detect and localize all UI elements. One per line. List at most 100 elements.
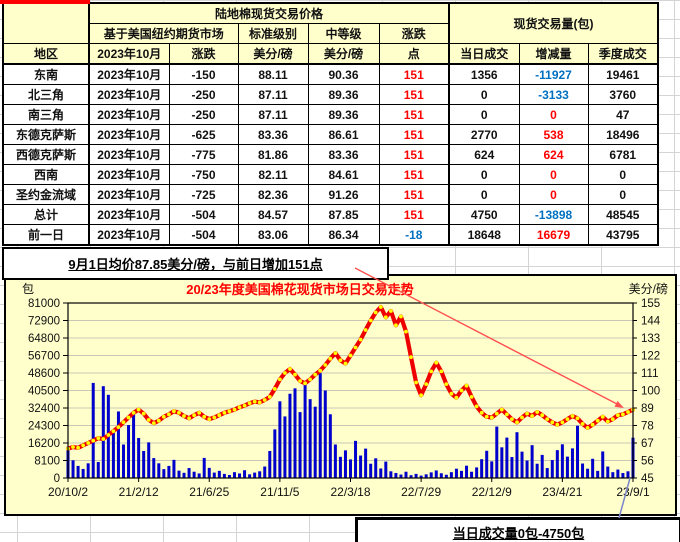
cell-middling-price[interactable]: 83.36 xyxy=(307,144,380,165)
cell-month[interactable]: 2023年10月 xyxy=(88,164,170,185)
cell-volume-change[interactable]: 0 xyxy=(518,104,589,125)
cell-change[interactable]: -504 xyxy=(168,204,239,225)
cell-daily-volume[interactable]: 18648 xyxy=(448,224,520,246)
volume-group-header-cell[interactable]: 现货交易量(包) xyxy=(448,2,659,44)
cell-points[interactable]: -18 xyxy=(378,224,450,246)
cell-region[interactable]: 总计 xyxy=(2,204,90,225)
cell-standard-price[interactable]: 87.11 xyxy=(237,84,309,105)
cell-season-volume[interactable]: 43795 xyxy=(587,224,659,246)
cell-points[interactable]: 151 xyxy=(378,164,450,185)
cell-month[interactable]: 2023年10月 xyxy=(88,104,170,125)
cell-volume-change[interactable]: -11927 xyxy=(518,63,589,85)
cell-points[interactable]: 151 xyxy=(378,204,450,225)
cell-points[interactable]: 151 xyxy=(378,124,450,145)
cell-daily-volume[interactable]: 0 xyxy=(448,84,520,105)
futures-group-header-cell[interactable]: 基于美国纽约期货市场 xyxy=(88,23,239,44)
standard-unit-header-cell[interactable]: 美分/磅 xyxy=(237,43,309,65)
middling-grade-header-cell[interactable]: 中等级 xyxy=(307,23,380,44)
cell-daily-volume[interactable]: 0 xyxy=(448,164,520,185)
cell-month[interactable]: 2023年10月 xyxy=(88,184,170,205)
daily-volume-header-cell[interactable]: 当日成交 xyxy=(448,43,520,65)
cell-month[interactable]: 2023年10月 xyxy=(88,84,170,105)
standard-grade-header-cell[interactable]: 标准级别 xyxy=(237,23,309,44)
daily-volume-note[interactable]: 当日成交量0包-4750包 xyxy=(355,517,680,542)
corner-cell[interactable] xyxy=(2,2,90,44)
month-header-cell[interactable]: 2023年10月 xyxy=(88,43,170,65)
cell-middling-price[interactable]: 89.36 xyxy=(307,84,380,105)
average-price-note[interactable]: 9月1日均价87.85美分/磅，与前日增加151点 xyxy=(2,247,389,280)
cell-region[interactable]: 圣约金流域 xyxy=(2,184,90,205)
middling-unit-header-cell[interactable]: 美分/磅 xyxy=(307,43,380,65)
cell-season-volume[interactable]: 3760 xyxy=(587,84,659,105)
cell-middling-price[interactable]: 86.34 xyxy=(307,224,380,246)
cell-change[interactable]: -775 xyxy=(168,144,239,165)
cell-daily-volume[interactable]: 0 xyxy=(448,184,520,205)
cell-change[interactable]: -504 xyxy=(168,224,239,246)
points-header-cell[interactable]: 点 xyxy=(378,43,450,65)
cell-region[interactable]: 北三角 xyxy=(2,84,90,105)
cell-standard-price[interactable]: 82.11 xyxy=(237,164,309,185)
cell-month[interactable]: 2023年10月 xyxy=(88,224,170,246)
region-header-cell[interactable]: 地区 xyxy=(2,43,90,65)
cell-standard-price[interactable]: 88.11 xyxy=(237,63,309,85)
cell-standard-price[interactable]: 84.57 xyxy=(237,204,309,225)
cell-middling-price[interactable]: 87.85 xyxy=(307,204,380,225)
cell-standard-price[interactable]: 87.11 xyxy=(237,104,309,125)
cell-points[interactable]: 151 xyxy=(378,144,450,165)
cell-region[interactable]: 南三角 xyxy=(2,104,90,125)
cell-change[interactable]: -725 xyxy=(168,184,239,205)
cell-standard-price[interactable]: 83.36 xyxy=(237,124,309,145)
cell-region[interactable]: 东南 xyxy=(2,63,90,85)
cell-volume-change[interactable]: -13898 xyxy=(518,204,589,225)
cell-middling-price[interactable]: 84.61 xyxy=(307,164,380,185)
cell-middling-price[interactable]: 90.36 xyxy=(307,63,380,85)
cell-region[interactable]: 东德克萨斯 xyxy=(2,124,90,145)
volume-change-header-cell[interactable]: 增减量 xyxy=(518,43,589,65)
cell-volume-change[interactable]: 624 xyxy=(518,144,589,165)
cell-middling-price[interactable]: 89.36 xyxy=(307,104,380,125)
cell-season-volume[interactable]: 0 xyxy=(587,164,659,185)
cell-volume-change[interactable]: 0 xyxy=(518,184,589,205)
cell-change[interactable]: -750 xyxy=(168,164,239,185)
cell-points[interactable]: 151 xyxy=(378,104,450,125)
cell-points[interactable]: 151 xyxy=(378,184,450,205)
change-header-cell[interactable]: 涨跌 xyxy=(378,23,450,44)
cell-month[interactable]: 2023年10月 xyxy=(88,124,170,145)
cell-month[interactable]: 2023年10月 xyxy=(88,144,170,165)
cell-change[interactable]: -150 xyxy=(168,63,239,85)
cell-season-volume[interactable]: 6781 xyxy=(587,144,659,165)
cell-standard-price[interactable]: 82.36 xyxy=(237,184,309,205)
cell-region[interactable]: 前一日 xyxy=(2,224,90,246)
change-col-header-cell[interactable]: 涨跌 xyxy=(168,43,239,65)
cell-month[interactable]: 2023年10月 xyxy=(88,204,170,225)
cell-middling-price[interactable]: 86.61 xyxy=(307,124,380,145)
cell-daily-volume[interactable]: 0 xyxy=(448,104,520,125)
cell-volume-change[interactable]: 0 xyxy=(518,164,589,185)
cell-season-volume[interactable]: 48545 xyxy=(587,204,659,225)
cell-volume-change[interactable]: 16679 xyxy=(518,224,589,246)
cell-change[interactable]: -250 xyxy=(168,104,239,125)
table-title-cell[interactable]: 陆地棉现货交易价格 xyxy=(88,2,450,24)
cell-volume-change[interactable]: -3133 xyxy=(518,84,589,105)
cell-daily-volume[interactable]: 2770 xyxy=(448,124,520,145)
cell-region[interactable]: 西南 xyxy=(2,164,90,185)
cell-change[interactable]: -625 xyxy=(168,124,239,145)
cell-change[interactable]: -250 xyxy=(168,84,239,105)
cell-region[interactable]: 西德克萨斯 xyxy=(2,144,90,165)
cell-season-volume[interactable]: 18496 xyxy=(587,124,659,145)
cell-month[interactable]: 2023年10月 xyxy=(88,63,170,85)
cell-volume-change[interactable]: 538 xyxy=(518,124,589,145)
cell-standard-price[interactable]: 83.06 xyxy=(237,224,309,246)
cell-daily-volume[interactable]: 4750 xyxy=(448,204,520,225)
cell-middling-price[interactable]: 91.26 xyxy=(307,184,380,205)
svg-text:16200: 16200 xyxy=(28,438,60,450)
cell-standard-price[interactable]: 81.86 xyxy=(237,144,309,165)
cell-points[interactable]: 151 xyxy=(378,63,450,85)
season-volume-header-cell[interactable]: 季度成交 xyxy=(587,43,659,65)
cell-daily-volume[interactable]: 624 xyxy=(448,144,520,165)
cell-season-volume[interactable]: 19461 xyxy=(587,63,659,85)
cell-daily-volume[interactable]: 1356 xyxy=(448,63,520,85)
cell-season-volume[interactable]: 47 xyxy=(587,104,659,125)
cell-points[interactable]: 151 xyxy=(378,84,450,105)
cell-season-volume[interactable]: 0 xyxy=(587,184,659,205)
